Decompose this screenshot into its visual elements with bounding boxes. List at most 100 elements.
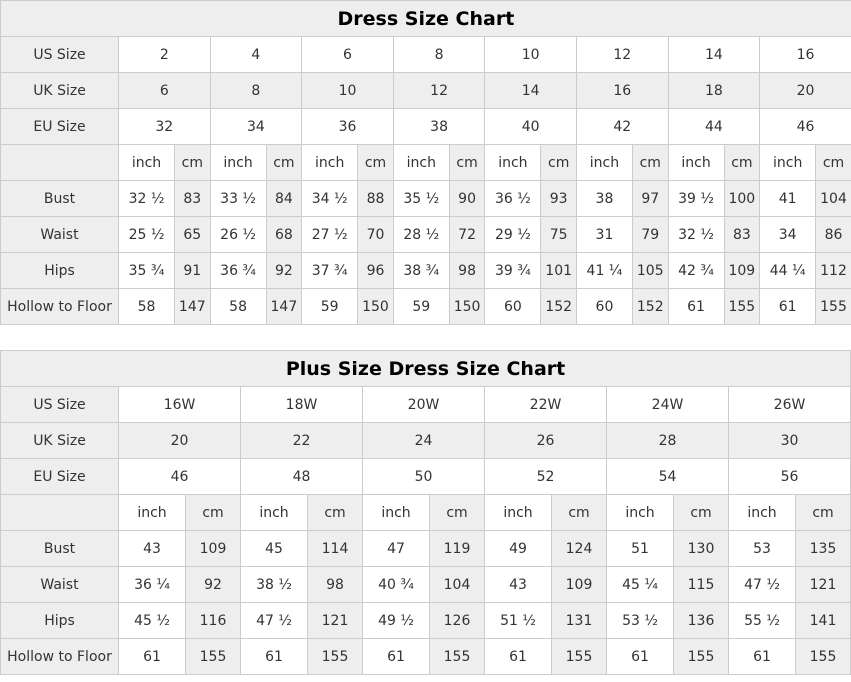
unit-cm-cell: cm <box>307 494 363 531</box>
measure-cm-cell: 147 <box>265 288 303 325</box>
measure-inch-cell: 31 <box>575 216 633 253</box>
row-label: EU Size <box>0 108 119 145</box>
measure-inch-cell: 45 ½ <box>118 602 186 639</box>
table-gap <box>0 325 851 350</box>
measure-cm-cell: 155 <box>185 638 241 675</box>
measure-inch-cell: 44 ¼ <box>759 252 817 289</box>
row-label: Hollow to Floor <box>0 638 119 675</box>
unit-inch-cell: inch <box>759 144 817 181</box>
size-row: UK Size 20 22 24 26 28 30 <box>0 422 851 459</box>
size-value-cell: 30 <box>727 422 851 459</box>
row-label: US Size <box>0 386 119 423</box>
measure-cm-cell: 119 <box>429 530 485 567</box>
measure-inch-cell: 61 <box>759 288 817 325</box>
measure-inch-cell: 61 <box>484 638 552 675</box>
measure-inch-cell: 43 <box>118 530 186 567</box>
size-value-cell: 52 <box>484 458 607 495</box>
size-value-cell: 14 <box>667 36 761 73</box>
measure-cm-cell: 152 <box>631 288 669 325</box>
measure-cm-cell: 150 <box>357 288 394 325</box>
size-value-cell: 18W <box>240 386 363 423</box>
unit-inch-cell: inch <box>301 144 359 181</box>
size-value-cell: 20 <box>118 422 241 459</box>
measure-inch-cell: 47 <box>362 530 430 567</box>
measure-cm-cell: 88 <box>357 180 394 217</box>
size-value-cell: 44 <box>667 108 761 145</box>
measure-inch-cell: 39 ½ <box>667 180 725 217</box>
measure-inch-cell: 26 ½ <box>209 216 267 253</box>
size-value-cell: 12 <box>392 72 486 109</box>
size-value-cell: 22W <box>484 386 607 423</box>
measure-cm-cell: 98 <box>448 252 486 289</box>
measure-inch-cell: 32 ½ <box>667 216 725 253</box>
measurement-row: Hips 45 ½ 116 47 ½ 121 49 ½ 126 51 ½ 131 53 ½ 136 5… <box>0 602 851 639</box>
size-value-cell: 2 <box>118 36 211 73</box>
title-row: Dress Size Chart <box>0 0 851 37</box>
size-value-cell: 56 <box>727 458 851 495</box>
row-label: Hips <box>0 252 119 289</box>
size-value-cell: 40 <box>484 108 577 145</box>
measure-cm-cell: 136 <box>673 602 729 639</box>
measure-inch-cell: 35 ½ <box>392 180 450 217</box>
size-value-cell: 48 <box>240 458 363 495</box>
measure-cm-cell: 130 <box>673 530 729 567</box>
measure-inch-cell: 32 ½ <box>118 180 175 217</box>
size-value-cell: 12 <box>575 36 669 73</box>
measurement-row: Hollow to Floor 58 147 58 147 59 150 59 150 60 152… <box>0 288 851 325</box>
measure-inch-cell: 61 <box>728 638 796 675</box>
measure-inch-cell: 43 <box>484 566 552 603</box>
measure-cm-cell: 124 <box>551 530 607 567</box>
measure-inch-cell: 61 <box>667 288 725 325</box>
measure-cm-cell: 116 <box>185 602 241 639</box>
unit-cm-cell: cm <box>448 144 486 181</box>
unit-inch-cell: inch <box>392 144 450 181</box>
size-value-cell: 46 <box>759 108 851 145</box>
dress-size-chart-table: Dress Size Chart US Size 2 4 6 8 10 12 14 16 UK S… <box>0 0 851 325</box>
measure-inch-cell: 61 <box>362 638 430 675</box>
size-row: EU Size 32 34 36 38 40 42 44 46 <box>0 108 851 145</box>
measure-cm-cell: 101 <box>540 252 577 289</box>
unit-cm-cell: cm <box>794 494 851 531</box>
measure-inch-cell: 41 ¼ <box>575 252 633 289</box>
measure-cm-cell: 114 <box>307 530 363 567</box>
unit-inch-cell: inch <box>118 144 175 181</box>
measure-inch-cell: 40 ¾ <box>362 566 430 603</box>
size-value-cell: 16W <box>118 386 241 423</box>
measure-inch-cell: 49 ½ <box>362 602 430 639</box>
row-label <box>0 144 119 181</box>
size-value-cell: 14 <box>484 72 577 109</box>
measure-inch-cell: 33 ½ <box>209 180 267 217</box>
measure-cm-cell: 155 <box>723 288 761 325</box>
measure-cm-cell: 126 <box>429 602 485 639</box>
measure-cm-cell: 121 <box>794 566 851 603</box>
measure-inch-cell: 47 ½ <box>728 566 796 603</box>
size-value-cell: 20 <box>759 72 851 109</box>
measure-inch-cell: 35 ¾ <box>118 252 175 289</box>
measure-cm-cell: 131 <box>551 602 607 639</box>
measure-cm-cell: 104 <box>815 180 851 217</box>
measure-inch-cell: 36 ¼ <box>118 566 186 603</box>
measure-inch-cell: 34 <box>759 216 817 253</box>
measure-inch-cell: 59 <box>392 288 450 325</box>
unit-cm-cell: cm <box>357 144 394 181</box>
measure-cm-cell: 70 <box>357 216 394 253</box>
plus-size-chart-body: Plus Size Dress Size Chart US Size 16W 18W… <box>0 350 851 675</box>
measure-cm-cell: 109 <box>723 252 761 289</box>
size-value-cell: 46 <box>118 458 241 495</box>
measure-inch-cell: 42 ¾ <box>667 252 725 289</box>
measure-cm-cell: 92 <box>185 566 241 603</box>
measure-inch-cell: 38 <box>575 180 633 217</box>
row-label: Bust <box>0 530 119 567</box>
measure-cm-cell: 155 <box>307 638 363 675</box>
measurement-row: Waist 25 ½ 65 26 ½ 68 27 ½ 70 28 ½ 72 29 ½ 75 31 79 3… <box>0 216 851 253</box>
row-label: US Size <box>0 36 119 73</box>
row-label: EU Size <box>0 458 119 495</box>
measure-cm-cell: 109 <box>185 530 241 567</box>
measure-inch-cell: 36 ½ <box>484 180 542 217</box>
unit-cm-cell: cm <box>540 144 577 181</box>
measure-cm-cell: 65 <box>174 216 211 253</box>
size-row: EU Size 46 48 50 52 54 56 <box>0 458 851 495</box>
size-value-cell: 42 <box>575 108 669 145</box>
measure-inch-cell: 60 <box>484 288 542 325</box>
measure-inch-cell: 27 ½ <box>301 216 359 253</box>
